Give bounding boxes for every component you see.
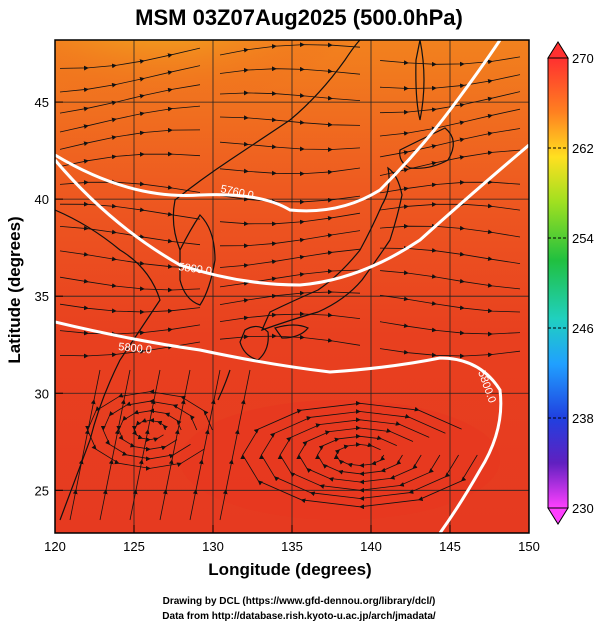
streamline (379, 294, 521, 314)
streamline (59, 225, 201, 246)
colorbar-bottom-arrow (547, 507, 569, 525)
height-contours (55, 40, 529, 533)
x-tick-label: 150 (518, 539, 540, 554)
streamline (379, 321, 521, 337)
colorbar-tick-label: 246 (572, 321, 594, 336)
streamline (219, 90, 361, 101)
x-tick-label: 140 (360, 539, 382, 554)
streamline (379, 108, 521, 137)
streamline (219, 195, 361, 205)
honshu-coastline (260, 166, 403, 332)
colorbar-tick-label: 230 (572, 501, 594, 516)
credit-drawing: Drawing by DCL (https://www.gfd-dennou.o… (163, 596, 436, 607)
streamline (99, 369, 131, 521)
wind-streamlines (59, 42, 521, 521)
streamline (379, 245, 521, 264)
x-tick-label: 130 (202, 539, 224, 554)
y-tick-label: 30 (35, 386, 49, 401)
streamline (219, 66, 361, 75)
streamline (379, 348, 521, 359)
streamline (219, 248, 361, 268)
contour-5760 (55, 40, 502, 213)
y-axis-ticks: 25 30 35 40 45 (35, 95, 63, 498)
colorbar-scale (547, 57, 569, 509)
streamline (59, 250, 201, 269)
y-tick-label: 45 (35, 95, 49, 110)
colorbar: 270 262 254 246 238 230 (547, 41, 594, 525)
streamline (59, 201, 201, 220)
x-tick-label: 125 (123, 539, 145, 554)
streamline (219, 369, 251, 521)
streamline (59, 151, 201, 167)
contour-label-2: 5800.0 (178, 261, 213, 278)
colorbar-tick-label: 262 (572, 141, 594, 156)
streamline (379, 270, 521, 290)
korea-coastline (179, 214, 216, 306)
kyushu-coastline (239, 325, 269, 361)
streamline (59, 127, 201, 150)
streamline (219, 141, 361, 152)
streamline (59, 276, 201, 293)
streamline (159, 369, 191, 521)
streamline (219, 212, 361, 227)
colorbar-tick-label: 254 (572, 231, 594, 246)
streamline (219, 167, 361, 177)
streamline (219, 311, 361, 322)
streamline (59, 324, 201, 337)
colorbar-ticks: 270 262 254 246 238 230 (548, 51, 594, 516)
streamline (379, 91, 521, 115)
streamline (189, 369, 221, 521)
x-tick-label: 145 (439, 539, 461, 554)
streamline (69, 369, 101, 521)
x-tick-label: 120 (44, 539, 66, 554)
streamline (59, 303, 201, 315)
map-plot-area: 5760.0 5800.0 5800.0 5800.0 (55, 40, 529, 533)
streamline (59, 105, 201, 133)
y-tick-label: 35 (35, 289, 49, 304)
contour-5800-north (55, 143, 529, 287)
x-tick-label: 135 (281, 539, 303, 554)
streamline (59, 84, 201, 114)
contour-label-3: 5800.0 (118, 341, 153, 356)
streamline (129, 369, 161, 521)
streamline (379, 128, 521, 158)
warm-patch (180, 400, 500, 520)
streamline (219, 333, 361, 346)
streamline (379, 179, 521, 194)
streamline (219, 289, 361, 305)
contour-5800-south (55, 320, 503, 533)
x-axis-ticks: 120 125 130 135 140 145 150 (44, 525, 540, 554)
ryukyu-islands (217, 369, 231, 401)
streamline (379, 56, 521, 67)
colorbar-tick-label: 270 (572, 51, 594, 66)
streamline (59, 65, 201, 93)
streamline (379, 223, 521, 238)
figure-title: MSM 03Z07Aug2025 (500.0hPa) (135, 5, 463, 30)
colorbar-top-arrow (547, 41, 569, 59)
streamline (219, 268, 361, 288)
streamline (379, 149, 521, 176)
streamline (59, 47, 201, 71)
x-axis-label: Longitude (degrees) (208, 560, 371, 579)
y-tick-label: 40 (35, 192, 49, 207)
y-axis-label: Latitude (degrees) (5, 216, 24, 363)
credit-data: Data from http://database.rish.kyoto-u.a… (162, 611, 436, 622)
colorbar-tick-label: 238 (572, 411, 594, 426)
streamline (219, 230, 361, 249)
y-tick-label: 25 (35, 483, 49, 498)
streamline (379, 201, 521, 211)
streamline (379, 74, 521, 91)
streamline (59, 179, 201, 193)
russia-coastline (172, 40, 361, 251)
streamline (240, 400, 478, 510)
streamline (219, 42, 361, 56)
streamline (219, 115, 361, 128)
